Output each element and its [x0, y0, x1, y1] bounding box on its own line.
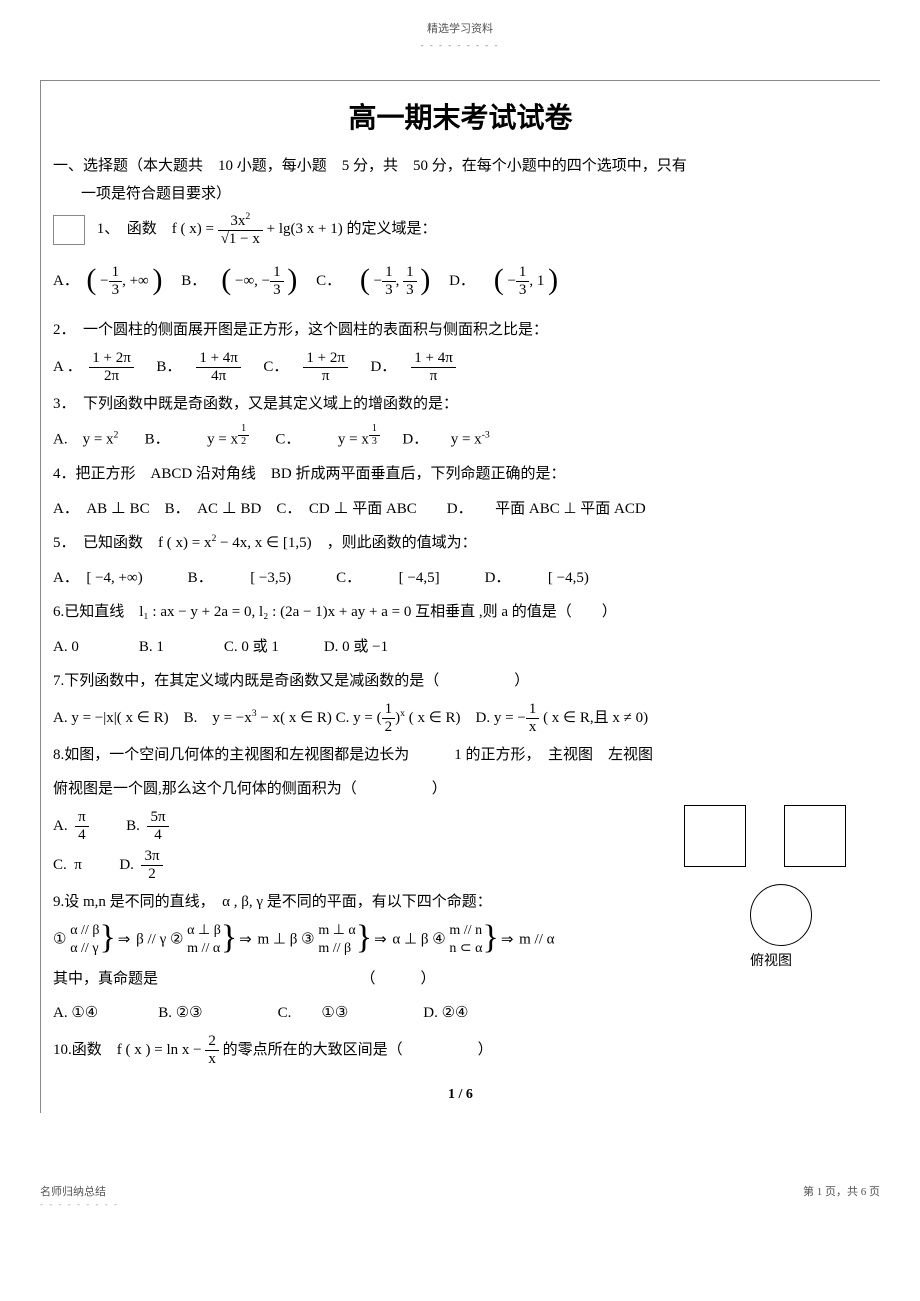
rparen-icon: )	[152, 263, 162, 296]
section-lead-1: 一、选择题（本大题共 10 小题，每小题 5 分，共 50 分，在每个小题中的四…	[53, 154, 868, 178]
footer-left: 名师归纳总结 - - - - - - - - -	[40, 1183, 119, 1209]
page: 精选学习资料 - - - - - - - - - 高一期末考试试卷 一、选择题（…	[0, 0, 920, 1153]
page-number: 1 / 6	[53, 1087, 868, 1103]
q1-options: A． ( −13, +∞ ) B． ( −∞, −13 ) C． ( −13, …	[53, 253, 868, 310]
rbrace-icon: }	[99, 921, 115, 955]
q2-stem: 2． 一个圆柱的侧面展开图是正方形，这个圆柱的表面积与侧面积之比是：	[53, 316, 868, 345]
q2-options: A ． 1 + 2π2π B． 1 + 4π4π C． 1 + 2ππ D． 1…	[53, 351, 868, 384]
q9-p1-premise: α // βα // γ	[70, 922, 99, 958]
footer-right: 第 1 页，共 6 页	[803, 1183, 880, 1209]
q10-stem: 10.函数 f ( x ) = ln x − 2x 的零点所在的大致区间是（ ）	[53, 1034, 868, 1067]
document-frame: 高一期末考试试卷 一、选择题（本大题共 10 小题，每小题 5 分，共 50 分…	[40, 80, 880, 1113]
q9-p3-premise: m ⊥ αm // β	[318, 922, 355, 958]
q7-options: A. y = −|x|( x ∈ R) B. y = −x3 − x( x ∈ …	[53, 702, 868, 735]
q5-options: A． [ −4, +∞) B． [ −3,5) C． [ −4,5] D． [ …	[53, 564, 868, 593]
arrow-icon: ⇒	[118, 926, 131, 955]
q9-p2-premise: α ⊥ βm // α	[187, 922, 221, 958]
section-lead-2: 一项是符合题目要求）	[81, 182, 868, 206]
lparen-icon: (	[86, 263, 96, 296]
q9-p4-premise: m // nn ⊂ α	[449, 922, 482, 958]
top-view-circle-icon	[750, 884, 812, 946]
q1-frac: 3x2 √1 − x	[218, 212, 263, 247]
q1-text-a: 1、 函数 f ( x) =	[97, 221, 218, 237]
q1-box-icon	[53, 215, 85, 245]
q7-stem: 7.下列函数中，在其定义域内既是奇函数又是减函数的是（ ）	[53, 667, 868, 696]
q9-options: A. ①④ B. ②③ C. ①③ D. ②④	[53, 999, 868, 1028]
side-view-square-icon	[784, 805, 846, 867]
front-view-square-icon	[684, 805, 746, 867]
q6-options: A. 0 B. 1 C. 0 或 1 D. 0 或 −1	[53, 633, 868, 662]
view-figures: 俯视图	[680, 801, 880, 970]
q1-stem: 1、 函数 f ( x) = 3x2 √1 − x + lg(3 x + 1) …	[53, 212, 868, 247]
q6-stem: 6.已知直线 l₁ : ax − y + 2a = 0, l₂ : (2a − …	[53, 598, 868, 627]
header-tiny: - - - - - - - - -	[40, 40, 880, 50]
header-small: 精选学习资料	[40, 20, 880, 36]
q1-text-b: + lg(3 x + 1) 的定义域是：	[267, 221, 437, 237]
q3-stem: 3． 下列函数中既是奇函数，又是其定义域上的增函数的是：	[53, 390, 868, 419]
footer: 名师归纳总结 - - - - - - - - - 第 1 页，共 6 页	[0, 1153, 920, 1229]
q4-options: A． AB ⊥ BC B． AC ⊥ BD C． CD ⊥ 平面 ABC D． …	[53, 495, 868, 524]
q8-stem-2: 俯视图是一个圆,那么这个几何体的侧面积为（ ）	[53, 775, 868, 804]
q8-stem-1: 8.如图，一个空间几何体的主视图和左视图都是边长为 1 的正方形， 主视图 左视…	[53, 741, 868, 770]
top-view-caption: 俯视图	[750, 950, 880, 970]
q4-stem: 4．把正方形 ABCD 沿对角线 BD 折成两平面垂直后，下列命题正确的是：	[53, 460, 868, 489]
page-title: 高一期末考试试卷	[53, 96, 868, 136]
q5-stem: 5． 已知函数 f ( x) = x2 − 4x, x ∈ [1,5) ，则此函…	[53, 529, 868, 558]
q3-options: A. y = x2 B． y = x12 C． y = x13 D． y = x…	[53, 424, 868, 454]
